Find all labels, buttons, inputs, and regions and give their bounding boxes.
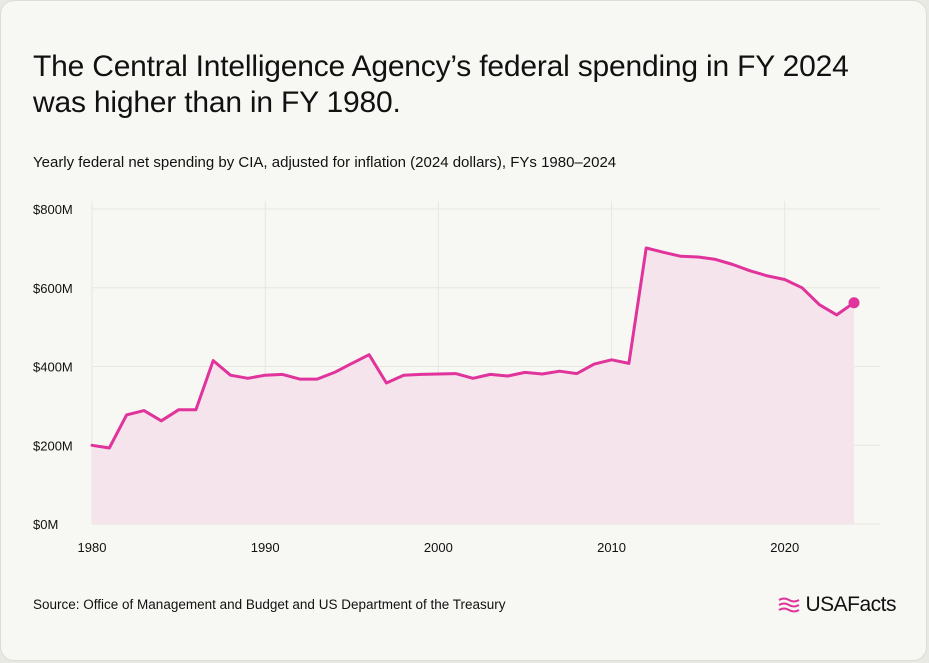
series-area — [92, 248, 854, 524]
y-tick-label: $800M — [33, 202, 73, 217]
endpoint-marker — [848, 297, 860, 309]
y-tick-label: $400M — [33, 360, 73, 375]
usafacts-logo: USAFacts — [777, 593, 896, 617]
line-chart: $0M $200M $400M $600M $800M 1980 1990 2000 2010 2… — [33, 201, 880, 555]
flag-icon — [778, 597, 800, 613]
chart-title: The Central Intelligence Agency’s federa… — [33, 50, 849, 119]
source-note: Source: Office of Management and Budget … — [33, 597, 506, 612]
logo-text: USAFacts — [805, 593, 896, 616]
y-tick-label: $200M — [33, 438, 73, 453]
chart-subtitle: Yearly federal net spending by CIA, adju… — [33, 154, 617, 171]
x-tick-label: 2000 — [424, 540, 453, 555]
x-tick-label: 1980 — [78, 540, 107, 555]
x-tick-label: 2020 — [770, 540, 799, 555]
y-tick-label: $600M — [33, 281, 73, 296]
x-tick-label: 2010 — [597, 540, 626, 555]
series-line — [90, 246, 856, 450]
x-tick-label: 1990 — [251, 540, 280, 555]
y-tick-label: $0M — [33, 517, 58, 532]
